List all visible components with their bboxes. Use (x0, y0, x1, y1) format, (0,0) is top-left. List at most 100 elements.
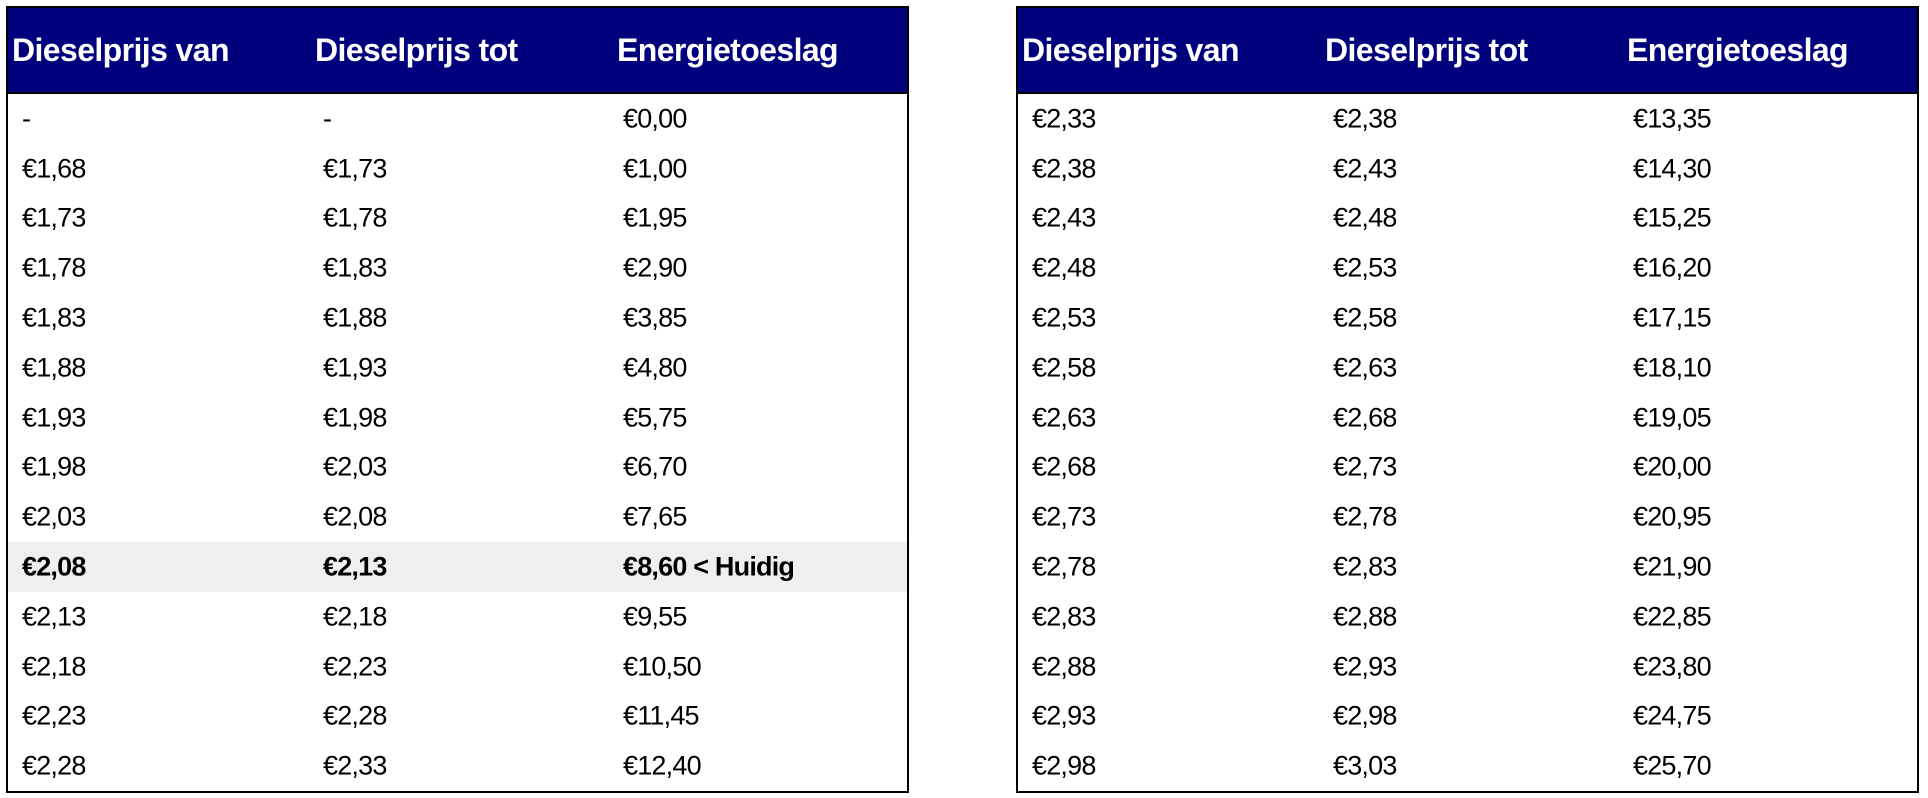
cell-energy-surcharge: €11,45 (623, 700, 700, 731)
cell-diesel-from: €2,18 (22, 651, 86, 682)
cell-energy-surcharge: €18,10 (1633, 352, 1712, 383)
cell-diesel-from: - (22, 103, 31, 134)
table-row: €2,03 €2,08 €7,65 (8, 492, 907, 542)
cell-energy-surcharge: €5,75 (623, 402, 687, 433)
table-row: €2,18 €2,23 €10,50 (8, 642, 907, 692)
header-diesel-from: Dieselprijs van (12, 31, 230, 68)
table-row: €2,13 €2,18 €9,55 (8, 592, 907, 642)
cell-diesel-to: €1,88 (323, 302, 387, 333)
cell-diesel-to: €2,18 (323, 601, 387, 632)
cell-diesel-from: €2,03 (22, 501, 86, 532)
cell-diesel-from: €2,43 (1032, 202, 1096, 233)
surcharge-table-right: Dieselprijs van Dieselprijs tot Energiet… (1016, 6, 1919, 794)
cell-diesel-to: €2,68 (1333, 402, 1397, 433)
table-row: €2,53 €2,58 €17,15 (1018, 293, 1917, 343)
cell-diesel-to: €2,03 (323, 451, 387, 482)
cell-energy-surcharge: €17,15 (1633, 302, 1712, 333)
cell-energy-surcharge: €3,85 (623, 302, 687, 333)
cell-energy-surcharge: €21,90 (1633, 551, 1712, 582)
cell-energy-surcharge: €1,95 (623, 202, 687, 233)
table-row: €2,38 €2,43 €14,30 (1018, 144, 1917, 194)
cell-diesel-to: €1,73 (323, 153, 387, 184)
cell-diesel-from: €1,78 (22, 252, 86, 283)
cell-diesel-to: €2,43 (1333, 153, 1397, 184)
cell-diesel-to: €2,33 (323, 750, 387, 781)
cell-diesel-from: €2,88 (1032, 651, 1096, 682)
table-row: - - €0,00 (8, 94, 907, 144)
cell-energy-surcharge: €24,75 (1633, 700, 1712, 731)
table-row: €2,98 €3,03 €25,70 (1018, 741, 1917, 791)
cell-diesel-to: €2,58 (1333, 302, 1397, 333)
cell-diesel-from: €2,58 (1032, 352, 1096, 383)
cell-diesel-to: €2,23 (323, 651, 387, 682)
cell-diesel-from: €1,68 (22, 153, 86, 184)
header-diesel-to: Dieselprijs tot (1325, 31, 1528, 68)
table-row: €2,23 €2,28 €11,45 (8, 692, 907, 742)
table-row: €2,93 €2,98 €24,75 (1018, 692, 1917, 742)
cell-energy-surcharge: €20,00 (1633, 451, 1712, 482)
cell-diesel-from: €2,33 (1032, 103, 1096, 134)
table-row: €2,48 €2,53 €16,20 (1018, 243, 1917, 293)
cell-energy-surcharge: €14,30 (1633, 153, 1712, 184)
cell-diesel-to: €1,78 (323, 202, 387, 233)
cell-diesel-from: €2,23 (22, 700, 86, 731)
cell-diesel-to: €2,28 (323, 700, 387, 731)
table-row-current: €2,08 €2,13 €8,60 < Huidig (8, 542, 907, 592)
cell-diesel-to: €2,08 (323, 501, 387, 532)
cell-energy-surcharge: €22,85 (1633, 601, 1712, 632)
cell-diesel-from: €1,83 (22, 302, 86, 333)
cell-diesel-to: €2,38 (1333, 103, 1397, 134)
cell-diesel-from: €1,93 (22, 402, 86, 433)
table-row: €1,78 €1,83 €2,90 (8, 243, 907, 293)
cell-energy-surcharge: €19,05 (1633, 402, 1712, 433)
cell-diesel-to: €2,63 (1333, 352, 1397, 383)
table-row: €2,83 €2,88 €22,85 (1018, 592, 1917, 642)
table-row: €2,73 €2,78 €20,95 (1018, 492, 1917, 542)
cell-energy-surcharge: €6,70 (623, 451, 687, 482)
cell-diesel-to: €2,83 (1333, 551, 1397, 582)
cell-diesel-to: €2,48 (1333, 202, 1397, 233)
cell-diesel-to: €3,03 (1333, 750, 1397, 781)
table-header: Dieselprijs van Dieselprijs tot Energiet… (8, 8, 907, 94)
cell-diesel-to: €2,53 (1333, 252, 1397, 283)
cell-diesel-to: €1,83 (323, 252, 387, 283)
cell-diesel-from: €2,13 (22, 601, 86, 632)
cell-diesel-from: €2,83 (1032, 601, 1096, 632)
cell-diesel-from: €2,73 (1032, 501, 1096, 532)
cell-energy-surcharge: €0,00 (623, 103, 687, 134)
cell-energy-surcharge: €4,80 (623, 352, 687, 383)
cell-energy-surcharge: €12,40 (623, 750, 702, 781)
cell-diesel-from: €2,38 (1032, 153, 1096, 184)
cell-diesel-from: €1,73 (22, 202, 86, 233)
table-row: €1,73 €1,78 €1,95 (8, 194, 907, 244)
cell-diesel-to: €1,98 (323, 402, 387, 433)
cell-diesel-from: €2,53 (1032, 302, 1096, 333)
cell-energy-surcharge: €8,60 < Huidig (623, 551, 795, 582)
cell-diesel-from: €1,88 (22, 352, 86, 383)
table-row: €2,88 €2,93 €23,80 (1018, 642, 1917, 692)
header-diesel-to: Dieselprijs tot (315, 31, 518, 68)
cell-diesel-to: €2,78 (1333, 501, 1397, 532)
table-row: €1,98 €2,03 €6,70 (8, 443, 907, 493)
header-energy-surcharge: Energietoeslag (617, 31, 839, 68)
cell-energy-surcharge: €13,35 (1633, 103, 1712, 134)
cell-diesel-to: €2,73 (1333, 451, 1397, 482)
table-row: €2,43 €2,48 €15,25 (1018, 194, 1917, 244)
cell-diesel-to: €2,98 (1333, 700, 1397, 731)
cell-diesel-from: €2,68 (1032, 451, 1096, 482)
cell-energy-surcharge: €15,25 (1633, 202, 1712, 233)
table-row: €2,58 €2,63 €18,10 (1018, 343, 1917, 393)
cell-diesel-to: - (323, 103, 332, 134)
surcharge-table-left: Dieselprijs van Dieselprijs tot Energiet… (6, 6, 909, 794)
cell-energy-surcharge: €9,55 (623, 601, 687, 632)
table-row: €1,88 €1,93 €4,80 (8, 343, 907, 393)
cell-diesel-from: €2,78 (1032, 551, 1096, 582)
header-diesel-from: Dieselprijs van (1022, 31, 1240, 68)
table-body: - - €0,00 €1,68 €1,73 €1,00 €1,73 €1,78 €1,95 €1,… (8, 94, 907, 791)
table-row: €1,83 €1,88 €3,85 (8, 293, 907, 343)
table-header: Dieselprijs van Dieselprijs tot Energiet… (1018, 8, 1917, 94)
cell-diesel-from: €2,48 (1032, 252, 1096, 283)
cell-diesel-from: €2,63 (1032, 402, 1096, 433)
cell-diesel-to: €2,13 (323, 551, 387, 582)
table-row: €2,78 €2,83 €21,90 (1018, 542, 1917, 592)
